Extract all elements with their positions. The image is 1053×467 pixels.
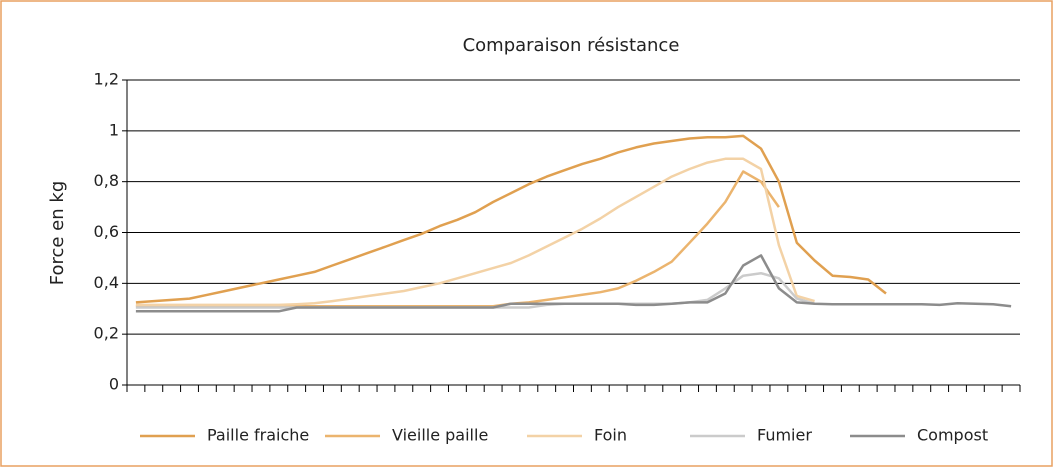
legend-label: Compost — [917, 426, 988, 445]
series-line — [135, 134, 887, 304]
y-tick-label: 0,4 — [94, 273, 119, 292]
y-tick-label: 0,2 — [94, 324, 119, 343]
y-tick-label: 1 — [109, 120, 119, 139]
y-tick-label: 1,2 — [94, 70, 119, 89]
series-line — [135, 170, 780, 308]
series-line — [135, 157, 815, 307]
series-line — [135, 254, 1012, 313]
y-axis-label: Force en kg — [47, 181, 68, 285]
y-tick-label: 0,8 — [94, 171, 119, 190]
y-tick-label: 0 — [109, 375, 119, 394]
legend-label: Foin — [594, 426, 627, 445]
y-tick-label: 0,6 — [94, 222, 119, 241]
chart-title: Comparaison résistance — [463, 35, 680, 56]
legend-label: Fumier — [757, 426, 812, 445]
legend-label: Paille fraiche — [207, 426, 309, 445]
legend-label: Vieille paille — [392, 426, 488, 445]
